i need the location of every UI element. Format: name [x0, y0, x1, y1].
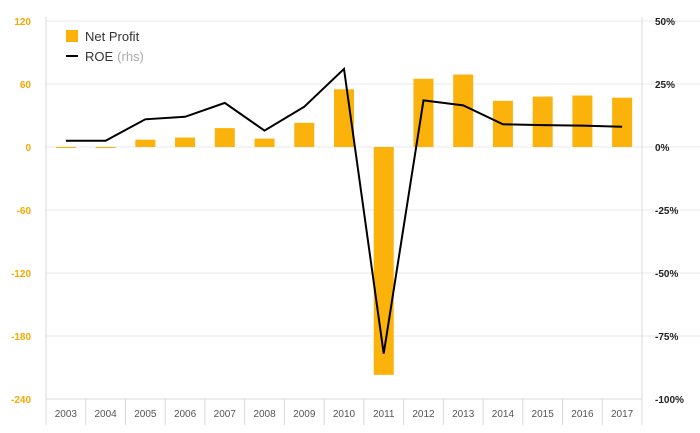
legend-line-swatch: [66, 55, 78, 57]
legend-item-net-profit[interactable]: Net Profit: [66, 26, 144, 46]
legend-bar-swatch: [66, 30, 78, 42]
bar: [572, 95, 593, 147]
legend-label-roe: ROE: [85, 48, 114, 64]
right-tick-label: -100%: [655, 395, 684, 406]
left-tick-label: -60: [17, 206, 32, 217]
bar: [294, 122, 315, 147]
bar: [175, 137, 196, 147]
left-tick-label: -240: [11, 395, 31, 406]
x-tick-label: 2014: [492, 409, 515, 420]
x-tick-label: 2012: [412, 409, 435, 420]
bar: [373, 147, 394, 375]
x-tick-label: 2009: [293, 409, 316, 420]
right-tick-label: 0%: [655, 143, 670, 154]
right-tick-label: -75%: [655, 332, 678, 343]
right-tick-label: -25%: [655, 206, 678, 217]
left-tick-label: 60: [20, 80, 32, 91]
legend-label-net-profit: Net Profit: [85, 28, 140, 44]
x-tick-label: 2005: [134, 409, 157, 420]
bar-series-net-profit: [55, 74, 633, 375]
left-tick-label: -180: [11, 332, 31, 343]
x-tick-label: 2015: [532, 409, 555, 420]
legend-rhs-note: (rhs): [117, 48, 144, 64]
x-tick-label: 2011: [373, 409, 395, 420]
bar: [135, 139, 156, 147]
x-tick-label: 2007: [214, 409, 237, 420]
bar: [254, 138, 275, 147]
bar: [95, 147, 116, 149]
gridlines: [46, 20, 700, 337]
right-tick-label: 50%: [655, 17, 675, 28]
bar: [214, 128, 235, 147]
axes: 120 60 0 -60 -120 -180 -240 50% 25% 0% -25% -50% -75…: [11, 17, 684, 425]
left-tick-label: -120: [11, 269, 31, 280]
legend: Net Profit ROE (rhs): [66, 26, 144, 66]
x-tick-label: 2010: [333, 409, 356, 420]
bar: [453, 74, 474, 147]
x-tick-label: 2004: [94, 409, 117, 420]
x-tick-label: 2003: [55, 409, 78, 420]
bar: [612, 97, 633, 147]
roe-line: [65, 66, 623, 354]
left-tick-label: 120: [14, 17, 31, 28]
bar: [55, 147, 76, 149]
legend-item-roe[interactable]: ROE (rhs): [66, 46, 144, 66]
x-tick-label: 2008: [253, 409, 276, 420]
left-tick-label: 0: [25, 143, 31, 154]
right-tick-label: -50%: [655, 269, 678, 280]
bar: [413, 78, 434, 147]
x-tick-label: 2016: [571, 409, 594, 420]
x-tick-label: 2013: [452, 409, 475, 420]
right-tick-label: 25%: [655, 80, 675, 91]
bar: [532, 96, 553, 147]
line-series-roe: [65, 66, 623, 354]
x-tick-label: 2017: [611, 409, 634, 420]
x-tick-label: 2006: [174, 409, 197, 420]
